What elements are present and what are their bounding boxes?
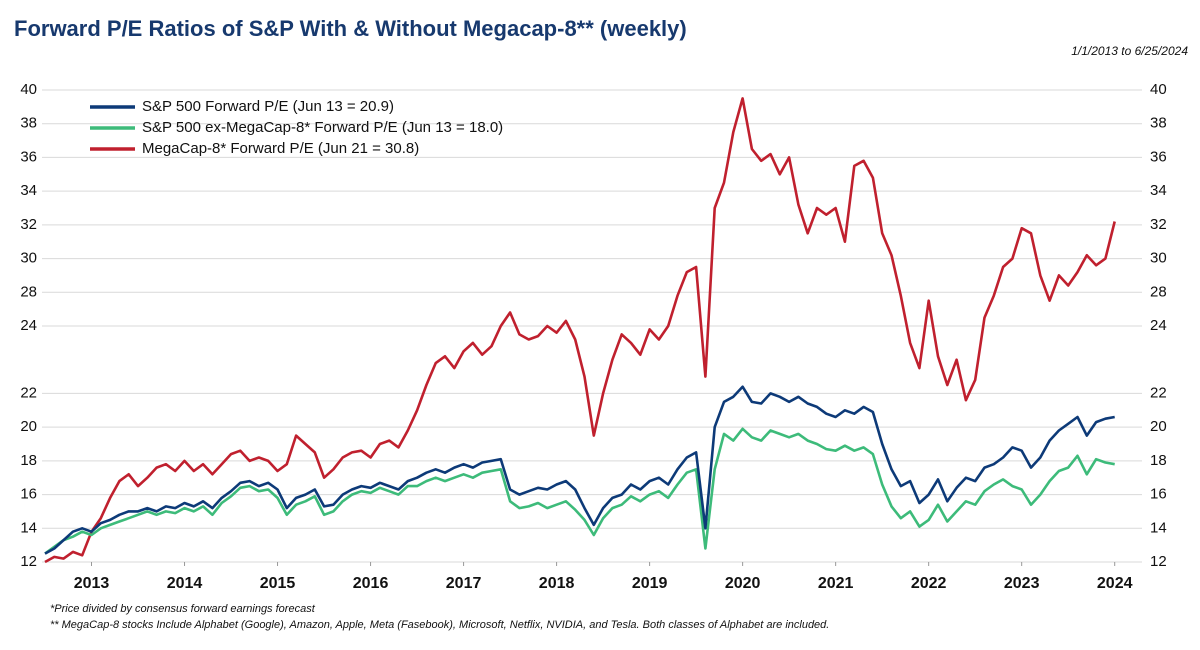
x-tick-label: 2022 [911, 575, 947, 592]
legend-label: S&P 500 ex-MegaCap-8* Forward P/E (Jun 1… [142, 119, 503, 136]
y2-tick-label: 18 [1150, 452, 1167, 469]
x-tick-label: 2019 [632, 575, 668, 592]
y2-tick-label: 40 [1150, 81, 1167, 98]
x-tick-label: 2014 [167, 575, 203, 592]
series-line [44, 385, 1115, 555]
series-line [44, 427, 1115, 555]
chart-title: Forward P/E Ratios of S&P With & Without… [14, 16, 687, 41]
x-tick-label: 2020 [725, 575, 761, 592]
legend-label: MegaCap-8* Forward P/E (Jun 21 = 30.8) [142, 140, 419, 157]
y2-tick-label: 22 [1150, 384, 1167, 401]
y-tick-label: 36 [20, 148, 37, 165]
y2-tick-label: 36 [1150, 148, 1167, 165]
x-tick-label: 2015 [260, 575, 296, 592]
y-tick-label: 28 [20, 283, 37, 300]
y-tick-label: 32 [20, 216, 37, 233]
y-tick-label: 38 [20, 115, 37, 132]
footnote: *Price divided by consensus forward earn… [50, 603, 316, 615]
y2-tick-label: 16 [1150, 486, 1167, 503]
x-tick-label: 2013 [74, 575, 110, 592]
y-tick-label: 24 [20, 317, 37, 334]
y-tick-label: 30 [20, 250, 37, 267]
y-tick-label: 22 [20, 384, 37, 401]
y2-tick-label: 12 [1150, 553, 1167, 570]
y-tick-label: 18 [20, 452, 37, 469]
x-tick-label: 2018 [539, 575, 575, 592]
y-tick-label: 16 [20, 486, 37, 503]
footnote: ** MegaCap-8 stocks Include Alphabet (Go… [50, 619, 829, 631]
y2-tick-label: 38 [1150, 115, 1167, 132]
y-tick-label: 40 [20, 81, 37, 98]
y-tick-label: 34 [20, 182, 37, 199]
y2-tick-label: 30 [1150, 250, 1167, 267]
y-tick-label: 14 [20, 519, 37, 536]
y2-tick-label: 20 [1150, 418, 1167, 435]
series-line [44, 97, 1116, 564]
x-tick-label: 2017 [446, 575, 482, 592]
y2-tick-label: 34 [1150, 182, 1167, 199]
y2-tick-label: 24 [1150, 317, 1167, 334]
x-tick-label: 2021 [818, 575, 854, 592]
y2-tick-label: 14 [1150, 519, 1167, 536]
y2-tick-label: 28 [1150, 283, 1167, 300]
legend-label: S&P 500 Forward P/E (Jun 13 = 20.9) [142, 98, 394, 115]
y2-tick-label: 32 [1150, 216, 1167, 233]
x-tick-label: 2024 [1097, 575, 1133, 592]
x-tick-label: 2016 [353, 575, 389, 592]
y-tick-label: 20 [20, 418, 37, 435]
y-tick-label: 12 [20, 553, 37, 570]
chart-subtitle: 1/1/2013 to 6/25/2024 [1071, 44, 1188, 58]
x-tick-label: 2023 [1004, 575, 1040, 592]
